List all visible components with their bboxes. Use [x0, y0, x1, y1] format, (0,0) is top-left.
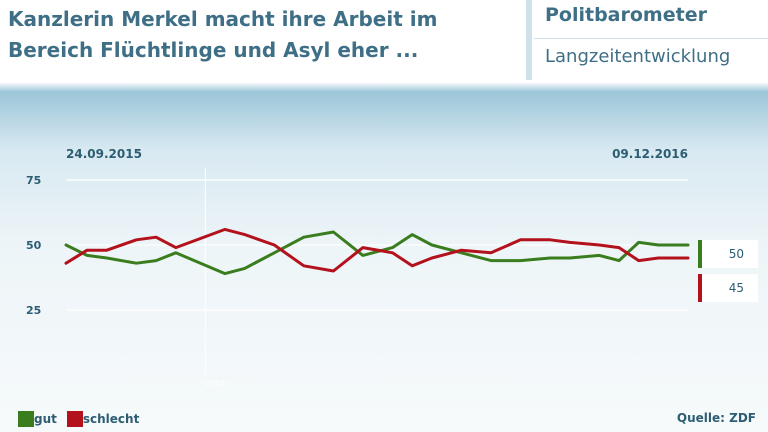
end-value-label-gut: 50 — [729, 247, 744, 261]
end-value-label-schlecht: 45 — [729, 281, 744, 295]
legend-swatch-schlecht — [66, 411, 83, 427]
end-value-marker-schlecht — [698, 274, 702, 302]
source-label: Quelle: ZDF — [676, 411, 756, 425]
brand-divider — [534, 38, 768, 39]
legend-item-schlecht: schlecht — [66, 411, 140, 427]
y-axis-ticks: 75 50 25 — [26, 174, 42, 317]
header-divider — [526, 0, 532, 80]
legend-swatch-gut — [18, 411, 34, 427]
legend: gut schlecht — [18, 410, 143, 428]
series-line-schlecht — [64, 227, 690, 273]
end-date-label: 09.12.2016 — [612, 147, 688, 161]
year-marker-label: 2016 — [205, 379, 225, 388]
headline: Kanzlerin Merkel macht ihre Arbeit im Be… — [8, 4, 518, 66]
legend-label-schlecht: schlecht — [82, 412, 140, 426]
headline-line-2: Bereich Flüchtlinge und Asyl eher ... — [8, 38, 419, 62]
brand-title: Politbarometer — [545, 4, 707, 26]
series-line-gut — [64, 230, 690, 276]
subtitle: Langzeitentwicklung — [545, 46, 731, 67]
series-layer — [64, 227, 690, 276]
y-tick-label-75: 75 — [26, 174, 41, 187]
y-tick-label-25: 25 — [26, 304, 41, 317]
header: Kanzlerin Merkel macht ihre Arbeit im Be… — [0, 0, 768, 80]
headline-line-1: Kanzlerin Merkel macht ihre Arbeit im — [8, 7, 438, 31]
end-value-boxes: 50 45 — [698, 240, 758, 302]
y-tick-label-50: 50 — [26, 239, 42, 252]
legend-item-gut: gut — [18, 411, 57, 427]
start-date-label: 24.09.2015 — [66, 147, 142, 161]
end-value-marker-gut — [698, 240, 702, 268]
end-value-box-gut — [698, 240, 758, 268]
end-value-box-schlecht — [698, 274, 758, 302]
legend-label-gut: gut — [34, 412, 57, 426]
